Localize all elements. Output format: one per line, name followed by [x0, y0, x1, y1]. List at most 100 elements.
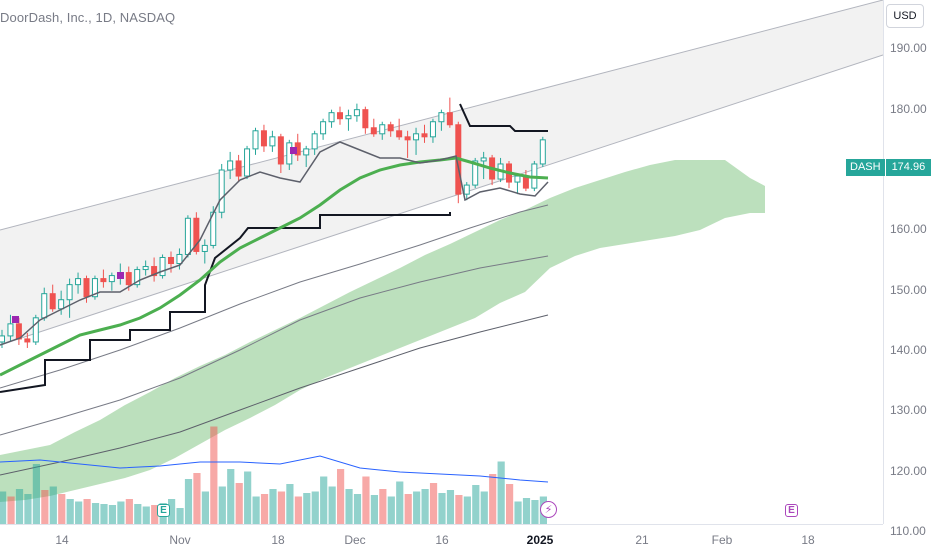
- candle-body[interactable]: [260, 130, 267, 147]
- candle-body[interactable]: [125, 272, 132, 286]
- price-chart[interactable]: [0, 0, 883, 524]
- volume-bar[interactable]: [320, 476, 328, 525]
- candle-body[interactable]: [396, 130, 403, 138]
- purple-signal-marker[interactable]: [290, 147, 297, 154]
- candle-body[interactable]: [337, 112, 343, 120]
- volume-bar[interactable]: [151, 505, 159, 524]
- candle-body[interactable]: [370, 127, 377, 135]
- volume-bar[interactable]: [235, 483, 243, 524]
- candle-body[interactable]: [303, 148, 310, 156]
- candle-body[interactable]: [75, 278, 82, 286]
- candle-body[interactable]: [463, 184, 470, 195]
- volume-bar[interactable]: [41, 490, 49, 524]
- volume-bar[interactable]: [24, 494, 32, 524]
- candle-body[interactable]: [311, 133, 318, 150]
- volume-bar[interactable]: [286, 484, 294, 524]
- candle-body[interactable]: [32, 317, 39, 343]
- volume-bar[interactable]: [413, 491, 421, 525]
- candle-body[interactable]: [413, 133, 420, 141]
- future-earnings-marker[interactable]: E: [785, 504, 798, 517]
- volume-bar[interactable]: [353, 494, 362, 524]
- volume-bar[interactable]: [252, 496, 260, 525]
- chart-area[interactable]: DoorDash, Inc., 1D, NASDAQ E ⚡ E: [0, 0, 883, 524]
- volume-bar[interactable]: [0, 491, 7, 525]
- volume-bar[interactable]: [176, 508, 184, 524]
- candle-body[interactable]: [24, 338, 31, 343]
- trend-channel-lower[interactable]: [0, 54, 883, 346]
- volume-bar[interactable]: [421, 489, 429, 524]
- purple-signal-marker[interactable]: [117, 272, 124, 279]
- candle-body[interactable]: [0, 335, 5, 343]
- volume-bar[interactable]: [480, 491, 488, 525]
- volume-bar[interactable]: [100, 504, 108, 524]
- candle-body[interactable]: [252, 130, 259, 150]
- ma-slow-line[interactable]: [0, 141, 549, 346]
- ma-200-line[interactable]: [0, 314, 549, 476]
- time-axis[interactable]: 14 Nov 18 Dec 16 2025 21 Feb 18: [0, 524, 883, 551]
- volume-bar[interactable]: [438, 493, 446, 524]
- volume-bar[interactable]: [303, 493, 311, 524]
- volume-bar[interactable]: [429, 483, 438, 524]
- candle-body[interactable]: [41, 293, 48, 319]
- volume-bar[interactable]: [210, 426, 218, 525]
- volume-bar[interactable]: [455, 495, 463, 524]
- candle-body[interactable]: [514, 175, 521, 183]
- volume-bar[interactable]: [379, 489, 387, 524]
- candle-body[interactable]: [438, 112, 445, 123]
- candle-body[interactable]: [227, 160, 234, 171]
- candle-body[interactable]: [108, 275, 115, 283]
- candle-body[interactable]: [168, 256, 174, 265]
- volume-bar[interactable]: [337, 469, 345, 524]
- candle-body[interactable]: [218, 169, 225, 213]
- candle-body[interactable]: [320, 121, 327, 135]
- candle-body[interactable]: [176, 253, 183, 265]
- volume-bar[interactable]: [362, 476, 370, 525]
- volume-bar[interactable]: [15, 489, 24, 524]
- candle-body[interactable]: [134, 269, 141, 286]
- volume-bar[interactable]: [345, 489, 353, 524]
- candle-body[interactable]: [362, 109, 369, 129]
- volume-bar[interactable]: [497, 461, 505, 525]
- volume-bar[interactable]: [184, 479, 193, 524]
- candle-body[interactable]: [184, 217, 191, 255]
- purple-signal-marker[interactable]: [12, 316, 19, 323]
- candle-body[interactable]: [235, 160, 242, 177]
- volume-bar[interactable]: [66, 499, 74, 524]
- supertrend-line[interactable]: [0, 212, 451, 393]
- candle-body[interactable]: [429, 121, 436, 138]
- candle-body[interactable]: [66, 284, 73, 301]
- candle-body[interactable]: [7, 323, 14, 337]
- volume-bar[interactable]: [294, 496, 302, 525]
- candle-body[interactable]: [83, 278, 90, 298]
- candle-body[interactable]: [100, 278, 107, 283]
- volume-bar[interactable]: [277, 491, 286, 525]
- volume-bar[interactable]: [522, 498, 531, 524]
- candle-body[interactable]: [379, 124, 386, 135]
- volume-bar[interactable]: [168, 499, 176, 524]
- volume-bar[interactable]: [201, 491, 209, 525]
- volume-bar[interactable]: [472, 485, 480, 524]
- volume-bar[interactable]: [269, 489, 277, 524]
- volume-bar[interactable]: [489, 474, 497, 524]
- volume-bar[interactable]: [193, 473, 201, 524]
- candle-body[interactable]: [446, 112, 453, 126]
- volume-bar[interactable]: [142, 506, 150, 525]
- volume-bar[interactable]: [7, 496, 15, 525]
- candle-body[interactable]: [142, 266, 149, 271]
- volume-bar[interactable]: [58, 494, 66, 524]
- candle-body[interactable]: [151, 266, 158, 277]
- candle-body[interactable]: [539, 139, 546, 165]
- candle-body[interactable]: [91, 278, 98, 298]
- ma-fast-line[interactable]: [0, 156, 549, 377]
- volume-bar[interactable]: [117, 501, 125, 525]
- ma-150-line[interactable]: [0, 255, 549, 436]
- volume-bar[interactable]: [328, 486, 336, 525]
- volume-bar[interactable]: [446, 490, 455, 524]
- volume-bar[interactable]: [531, 500, 539, 524]
- candle-body[interactable]: [58, 299, 65, 310]
- volume-bar[interactable]: [227, 469, 235, 524]
- volume-bar[interactable]: [91, 503, 100, 524]
- volume-bar[interactable]: [32, 464, 40, 524]
- earnings-marker[interactable]: E: [157, 504, 170, 517]
- volume-bar[interactable]: [75, 501, 83, 525]
